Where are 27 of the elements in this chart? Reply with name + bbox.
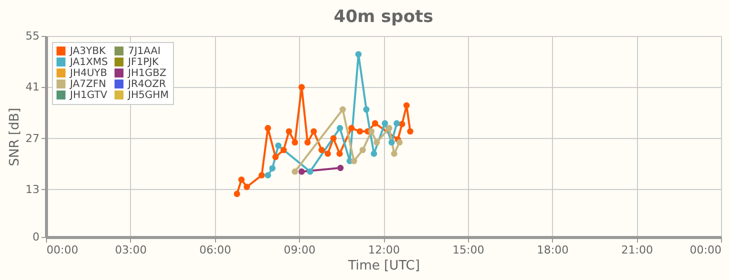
x-tick-label: 06:00: [199, 244, 232, 256]
legend-label: JH4UYB: [69, 68, 108, 79]
legend-label: JA1XMS: [69, 57, 108, 68]
x-tick-label: 00:00: [690, 244, 722, 256]
x-tick-label: 00:00: [46, 244, 78, 256]
y-tick-label: 55: [26, 30, 40, 42]
legend-label: JR4OZR: [127, 79, 166, 90]
x-tick-label: 15:00: [452, 244, 484, 256]
y-tick-label: 0: [32, 230, 40, 244]
y-tick-label: 27: [26, 132, 40, 145]
x-tick-label: 18:00: [536, 244, 569, 256]
legend-label: JH1GTV: [69, 90, 108, 101]
x-tick-label: 03:00: [115, 244, 147, 256]
legend-label: JH5GHM: [127, 90, 169, 101]
y-tick-label: 13: [26, 182, 40, 196]
legend-label: JF1PJK: [127, 57, 160, 68]
legend-label: JA7ZFN: [69, 79, 106, 90]
x-axis-title: Time [UTC]: [347, 258, 420, 274]
legend-label: JA3YBK: [69, 46, 106, 57]
x-tick-label: 09:00: [284, 244, 316, 256]
legend-label: JH1GBZ: [127, 68, 166, 79]
x-tick-label: 21:00: [621, 244, 653, 256]
x-tick-label: 12:00: [368, 244, 400, 256]
chart-title: 40m spots: [334, 7, 434, 27]
y-axis-title: SNR [dB]: [8, 108, 23, 166]
y-tick-label: 41: [26, 80, 40, 94]
legend-label: 7J1AAI: [128, 46, 161, 57]
